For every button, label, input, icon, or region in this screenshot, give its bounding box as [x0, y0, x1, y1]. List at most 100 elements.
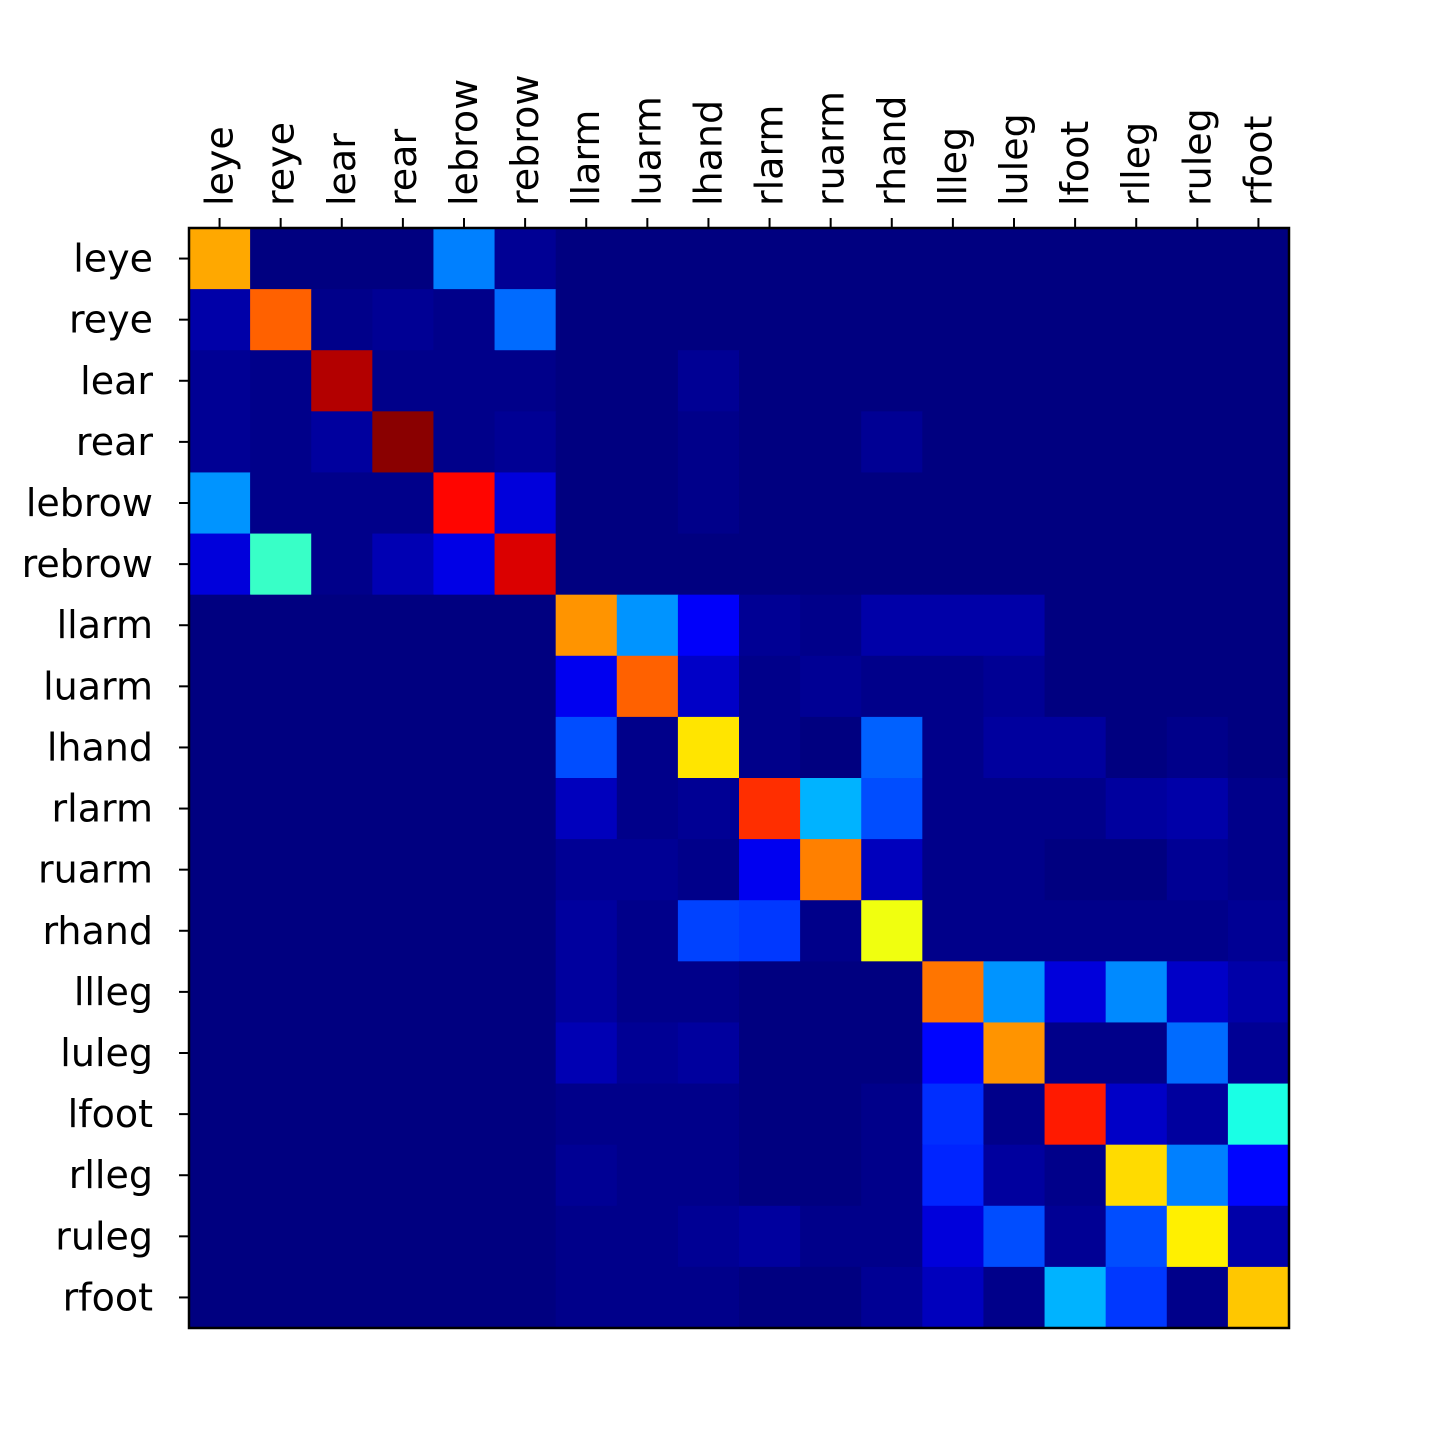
heatmap-cell-llleg-ruleg [1166, 961, 1229, 1024]
heatmap-cell-lebrow-reye [250, 472, 312, 535]
x-tick-label-ruleg: ruleg [1175, 108, 1219, 206]
heatmap-cell-rebrow-reye [250, 533, 312, 596]
heatmap-cell-rlleg-rebrow [494, 1144, 557, 1207]
heatmap-cell-ruarm-ruarm [800, 839, 862, 901]
heatmap-cell-lfoot-lfoot [1044, 1083, 1107, 1146]
heatmap-cell-llleg-rfoot [1227, 961, 1290, 1024]
heatmap-cell-lear-rebrow [494, 350, 557, 412]
heatmap-cell-lhand-llleg [922, 716, 985, 779]
heatmap-cell-lhand-ruleg [1166, 716, 1229, 779]
heatmap-cell-lear-rlarm [739, 350, 801, 412]
heatmap-cell-luarm-luleg [983, 655, 1046, 718]
x-tick-label-ruarm: ruarm [809, 91, 853, 206]
heatmap-cell-rlarm-ruleg [1166, 778, 1229, 840]
heatmap-cell-rlleg-ruarm [800, 1144, 862, 1207]
heatmap-cell-ruleg-rebrow [494, 1205, 557, 1268]
heatmap-cell-rear-leye [189, 411, 251, 474]
heatmap-cell-ruleg-lebrow [433, 1205, 496, 1268]
heatmap-cell-lfoot-lear [311, 1083, 373, 1146]
heatmap-cell-rear-reye [250, 411, 312, 474]
heatmap-cell-lear-llleg [922, 350, 985, 412]
heatmap-cell-rlleg-luleg [983, 1144, 1046, 1207]
heatmap-cell-ruleg-rfoot [1227, 1205, 1290, 1268]
heatmap-cell-rhand-lhand [677, 900, 740, 962]
heatmap-cell-rlleg-rlleg [1105, 1144, 1168, 1207]
heatmap-cell-rlleg-llarm [555, 1144, 618, 1207]
heatmap-cell-lebrow-rhand [861, 472, 923, 535]
heatmap-cell-rlarm-rlleg [1105, 778, 1168, 840]
x-tick-label-luleg: luleg [992, 113, 1036, 206]
heatmap-cell-rhand-rebrow [494, 900, 557, 962]
heatmap-cell-rlarm-rlarm [739, 778, 801, 840]
y-tick-label-luleg: luleg [60, 1031, 153, 1075]
heatmap-cell-ruleg-llleg [922, 1205, 985, 1268]
heatmap-cell-lear-rlleg [1105, 350, 1168, 412]
heatmap-cell-lhand-rhand [861, 716, 923, 779]
heatmap-cell-llarm-rlleg [1105, 594, 1168, 657]
heatmap-cell-lebrow-ruleg [1166, 472, 1229, 535]
heatmap-cell-luarm-rlleg [1105, 655, 1168, 718]
y-tick-label-reye: reye [69, 298, 153, 342]
heatmap-cell-luarm-rfoot [1227, 655, 1290, 718]
heatmap-cell-luleg-lfoot [1044, 1022, 1107, 1085]
heatmap-cell-llarm-rebrow [494, 594, 557, 657]
heatmap-cell-llleg-luarm [616, 961, 679, 1024]
heatmap-cell-lhand-reye [250, 716, 312, 779]
heatmap-cell-luleg-llarm [555, 1022, 618, 1085]
heatmap-cell-luarm-rebrow [494, 655, 557, 718]
heatmap-cell-rfoot-lear [311, 1266, 373, 1329]
heatmap-cell-rebrow-leye [189, 533, 251, 596]
heatmap-cell-luleg-ruarm [800, 1022, 862, 1085]
heatmap-cell-rlleg-reye [250, 1144, 312, 1207]
heatmap-cell-llleg-rlarm [739, 961, 801, 1024]
heatmap-cell-rlleg-rear [372, 1144, 435, 1207]
heatmap-cell-ruleg-rear [372, 1205, 435, 1268]
heatmap-cell-rlleg-lhand [677, 1144, 740, 1207]
heatmap-cell-rlarm-lear [311, 778, 373, 840]
heatmap-cell-leye-luarm [616, 228, 679, 290]
heatmap-cell-reye-llarm [555, 289, 618, 351]
heatmap-cell-lfoot-rfoot [1227, 1083, 1290, 1146]
heatmap-cell-ruleg-lfoot [1044, 1205, 1107, 1268]
heatmap-cell-lebrow-lfoot [1044, 472, 1107, 535]
heatmap-cell-reye-ruarm [800, 289, 862, 351]
y-tick-label-llleg: llleg [74, 970, 153, 1014]
heatmap-cell-luarm-llarm [555, 655, 618, 718]
heatmap-cell-lear-rhand [861, 350, 923, 412]
heatmap-cell-leye-rhand [861, 228, 923, 290]
heatmap-cell-rlleg-rlarm [739, 1144, 801, 1207]
heatmap-cell-llarm-lfoot [1044, 594, 1107, 657]
heatmap-cell-lear-rear [372, 350, 435, 412]
heatmap-cell-rear-ruleg [1166, 411, 1229, 474]
heatmap-cell-lear-ruarm [800, 350, 862, 412]
heatmap-cell-rfoot-rebrow [494, 1266, 557, 1329]
heatmap-cell-rlarm-rebrow [494, 778, 557, 840]
heatmap-cell-luleg-luleg [983, 1022, 1046, 1085]
heatmap-cell-rebrow-rfoot [1227, 533, 1290, 596]
heatmap-cell-llarm-rhand [861, 594, 923, 657]
heatmap-cell-luarm-leye [189, 655, 251, 718]
heatmap-cell-rear-luarm [616, 411, 679, 474]
heatmap-cell-rlarm-leye [189, 778, 251, 840]
heatmap-cell-rlleg-lear [311, 1144, 373, 1207]
heatmap-cell-lebrow-lhand [677, 472, 740, 535]
heatmap-cell-reye-luarm [616, 289, 679, 351]
heatmap-cell-ruarm-ruleg [1166, 839, 1229, 901]
heatmap-cell-reye-leye [189, 289, 251, 351]
heatmap-cell-llarm-llarm [555, 594, 618, 657]
y-tick-label-ruleg: ruleg [55, 1214, 153, 1258]
heatmap-cell-reye-lhand [677, 289, 740, 351]
heatmap-cell-llleg-rhand [861, 961, 923, 1024]
x-tick-label-reye: reye [259, 122, 303, 206]
heatmap-cell-lear-lhand [677, 350, 740, 412]
heatmap-cell-ruarm-lebrow [433, 839, 496, 901]
heatmap-cell-luarm-ruarm [800, 655, 862, 718]
heatmap-cell-rlleg-rfoot [1227, 1144, 1290, 1207]
heatmap-cell-llleg-llleg [922, 961, 985, 1024]
heatmap-cell-rfoot-luleg [983, 1266, 1046, 1329]
heatmap-cell-ruarm-rlarm [739, 839, 801, 901]
heatmap-cell-rfoot-llarm [555, 1266, 618, 1329]
heatmap-cell-rlleg-lfoot [1044, 1144, 1107, 1207]
heatmap-cell-ruarm-lear [311, 839, 373, 901]
heatmap-cell-lebrow-lear [311, 472, 373, 535]
